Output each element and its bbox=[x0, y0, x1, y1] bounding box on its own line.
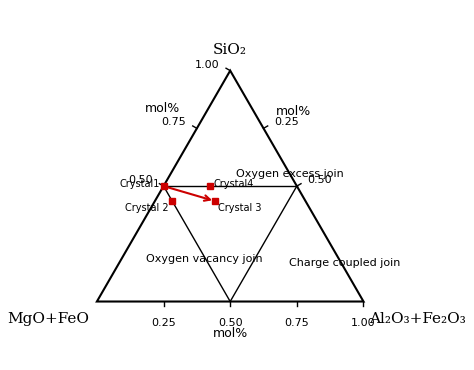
Text: Oxygen vacancy join: Oxygen vacancy join bbox=[146, 255, 263, 265]
Text: mol%: mol% bbox=[145, 102, 180, 115]
Text: 0.75: 0.75 bbox=[162, 117, 186, 127]
Text: 0.50: 0.50 bbox=[307, 175, 332, 185]
Text: SiO₂: SiO₂ bbox=[213, 43, 247, 57]
Text: Al₂O₃+Fe₂O₃: Al₂O₃+Fe₂O₃ bbox=[369, 312, 465, 326]
Text: Crystal4: Crystal4 bbox=[213, 179, 254, 189]
Text: 0.25: 0.25 bbox=[151, 318, 176, 328]
Text: Charge coupled join: Charge coupled join bbox=[289, 258, 400, 268]
Text: Crystal 2: Crystal 2 bbox=[126, 203, 169, 213]
Text: MgO+FeO: MgO+FeO bbox=[7, 312, 89, 326]
Text: mol%: mol% bbox=[212, 327, 248, 340]
Text: Crystal1: Crystal1 bbox=[120, 179, 160, 189]
Text: 0.25: 0.25 bbox=[274, 117, 299, 127]
Text: Crystal 3: Crystal 3 bbox=[218, 203, 262, 213]
Text: 1.00: 1.00 bbox=[351, 318, 376, 328]
Text: 0.50: 0.50 bbox=[218, 318, 243, 328]
Text: Oxygen excess join: Oxygen excess join bbox=[236, 169, 343, 179]
Text: 0.75: 0.75 bbox=[284, 318, 309, 328]
Text: 0.50: 0.50 bbox=[128, 175, 153, 185]
Text: 1.00: 1.00 bbox=[195, 60, 220, 70]
Text: mol%: mol% bbox=[276, 105, 311, 118]
